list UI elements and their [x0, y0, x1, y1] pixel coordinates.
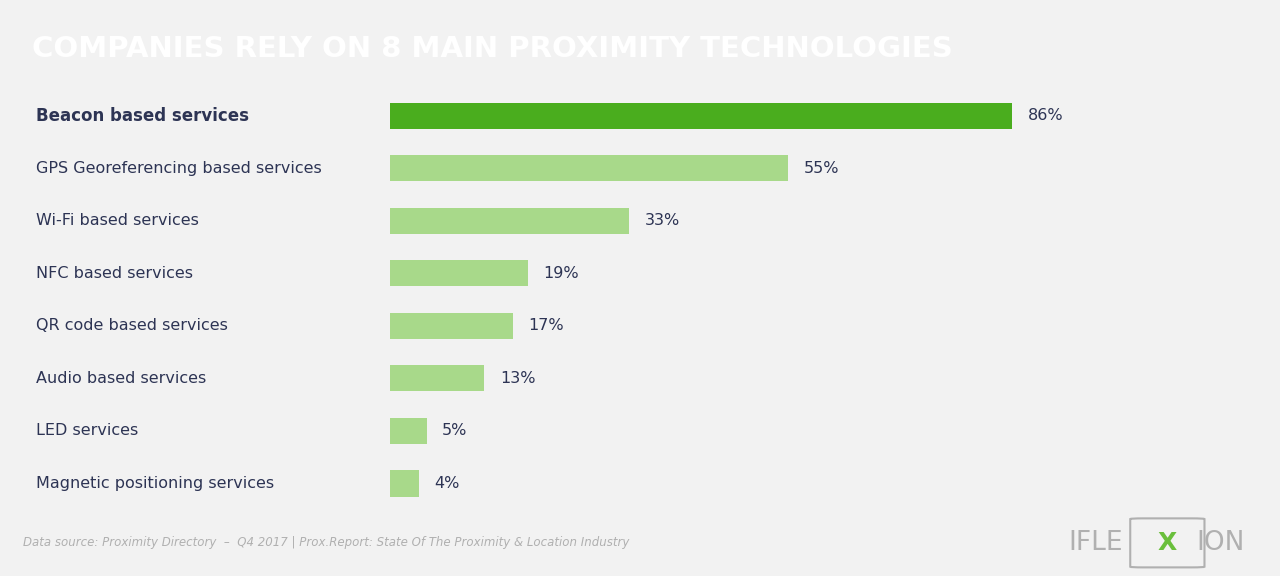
Bar — [390, 471, 420, 497]
Text: COMPANIES RELY ON 8 MAIN PROXIMITY TECHNOLOGIES: COMPANIES RELY ON 8 MAIN PROXIMITY TECHN… — [32, 35, 952, 63]
Text: ION: ION — [1197, 530, 1245, 556]
Text: 17%: 17% — [529, 319, 564, 334]
Text: 55%: 55% — [804, 161, 838, 176]
Text: QR code based services: QR code based services — [36, 319, 228, 334]
Bar — [390, 155, 788, 181]
Text: GPS Georeferencing based services: GPS Georeferencing based services — [36, 161, 321, 176]
Text: 19%: 19% — [543, 266, 579, 281]
Bar — [390, 365, 484, 392]
Text: 13%: 13% — [499, 371, 535, 386]
Bar — [390, 418, 426, 444]
Text: Data source: Proximity Directory  –  Q4 2017 | Prox.Report: State Of The Proximi: Data source: Proximity Directory – Q4 20… — [23, 536, 630, 550]
Bar — [390, 260, 527, 286]
Text: 33%: 33% — [644, 213, 680, 228]
Text: LED services: LED services — [36, 423, 138, 438]
Text: 5%: 5% — [442, 423, 467, 438]
Text: Wi-Fi based services: Wi-Fi based services — [36, 213, 198, 228]
Bar — [390, 103, 1012, 128]
Text: NFC based services: NFC based services — [36, 266, 193, 281]
Text: IFLE: IFLE — [1069, 530, 1124, 556]
Text: 4%: 4% — [435, 476, 460, 491]
Text: X: X — [1157, 531, 1178, 555]
Text: Audio based services: Audio based services — [36, 371, 206, 386]
Text: 86%: 86% — [1028, 108, 1064, 123]
Text: Beacon based services: Beacon based services — [36, 107, 248, 124]
Bar — [390, 207, 628, 234]
Bar — [390, 313, 513, 339]
Text: Magnetic positioning services: Magnetic positioning services — [36, 476, 274, 491]
